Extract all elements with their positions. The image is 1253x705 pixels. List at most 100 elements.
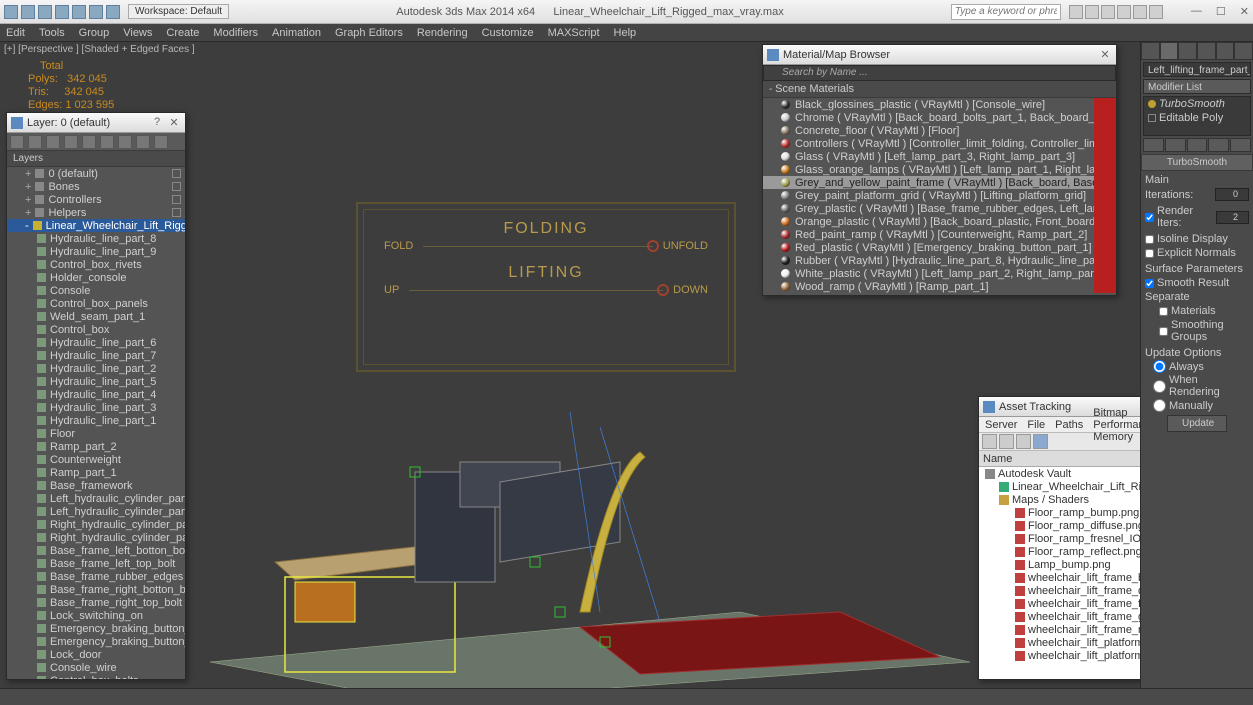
minimize-button[interactable]: — (1191, 5, 1202, 18)
menu-views[interactable]: Views (123, 27, 152, 39)
material-row[interactable]: Glass ( VRayMtl ) [Left_lamp_part_3, Rig… (763, 150, 1116, 163)
stack-item[interactable]: Editable Poly (1144, 111, 1250, 125)
stack-item[interactable]: TurboSmooth (1144, 97, 1250, 111)
help-search-input[interactable] (951, 4, 1061, 20)
material-row[interactable]: Black_glossines_plastic ( VRayMtl ) [Con… (763, 98, 1116, 111)
slider-handle[interactable] (657, 284, 669, 296)
layer-item[interactable]: Holder_console (7, 271, 185, 284)
modifier-stack[interactable]: TurboSmooth Editable Poly (1143, 96, 1251, 136)
modifier-list-dropdown[interactable]: Modifier List (1143, 79, 1251, 94)
title-icon[interactable] (1149, 5, 1163, 19)
material-row[interactable]: Orange_plastic ( VRayMtl ) [Back_board_p… (763, 215, 1116, 228)
asset-tool[interactable] (1016, 434, 1031, 449)
layer-item[interactable]: Base_frame_left_botton_bolt (7, 544, 185, 557)
material-row[interactable]: Grey_plastic ( VRayMtl ) [Base_frame_rub… (763, 202, 1116, 215)
layer-item[interactable]: Control_box_rivets (7, 258, 185, 271)
layer-tool[interactable] (154, 135, 168, 149)
layer-tool[interactable] (64, 135, 78, 149)
layer-item[interactable]: Base_frame_rubber_edges (7, 570, 185, 583)
material-list[interactable]: Black_glossines_plastic ( VRayMtl ) [Con… (763, 98, 1116, 293)
panel-close-button[interactable]: ✕ (167, 116, 181, 130)
iterations-spinner[interactable]: 0 (1215, 188, 1249, 201)
menu-animation[interactable]: Animation (272, 27, 321, 39)
layer-tool[interactable] (82, 135, 96, 149)
asset-menu-item[interactable]: File (1027, 419, 1045, 431)
panel-help-button[interactable]: ? (150, 116, 164, 130)
sep-materials-check[interactable]: Materials (1159, 305, 1249, 317)
layer-item[interactable]: Lock_door (7, 648, 185, 661)
layer-row[interactable]: +Helpers (7, 206, 185, 219)
nav-btn[interactable] (1230, 138, 1251, 152)
material-row[interactable]: White_plastic ( VRayMtl ) [Left_lamp_par… (763, 267, 1116, 280)
layer-tool[interactable] (118, 135, 132, 149)
qat-btn[interactable] (38, 5, 52, 19)
cmd-tab[interactable] (1178, 42, 1197, 60)
menu-customize[interactable]: Customize (482, 27, 534, 39)
layer-item[interactable]: Base_frame_left_top_bolt (7, 557, 185, 570)
update-button[interactable]: Update (1167, 415, 1227, 432)
layer-tool[interactable] (28, 135, 42, 149)
material-section-header[interactable]: - Scene Materials (763, 81, 1116, 98)
qat-btn[interactable] (4, 5, 18, 19)
layer-item[interactable]: Counterweight (7, 453, 185, 466)
layer-item[interactable]: Hydraulic_line_part_6 (7, 336, 185, 349)
layer-row-selected[interactable]: -Linear_Wheelchair_Lift_Rigged (7, 219, 185, 232)
qat-btn[interactable] (21, 5, 35, 19)
cmd-tab-modify[interactable] (1160, 42, 1179, 60)
asset-tool[interactable] (999, 434, 1014, 449)
isoline-check[interactable]: Isoline Display (1145, 233, 1249, 245)
rollout-header[interactable]: TurboSmooth (1141, 154, 1253, 171)
update-render-radio[interactable]: When Rendering (1153, 374, 1249, 398)
layer-row[interactable]: +Bones (7, 180, 185, 193)
layer-item[interactable]: Control_box (7, 323, 185, 336)
layer-item[interactable]: Left_hydraulic_cylinder_part_4 (7, 505, 185, 518)
material-row[interactable]: Glass_orange_lamps ( VRayMtl ) [Left_lam… (763, 163, 1116, 176)
nav-btn[interactable] (1143, 138, 1164, 152)
layer-item[interactable]: Hydraulic_line_part_1 (7, 414, 185, 427)
slider-handle[interactable] (647, 240, 659, 252)
material-row[interactable]: Controllers ( VRayMtl ) [Controller_limi… (763, 137, 1116, 150)
layer-item[interactable]: Left_hydraulic_cylinder_part_1 (7, 492, 185, 505)
layer-row[interactable]: +0 (default) (7, 167, 185, 180)
layer-item[interactable]: Hydraulic_line_part_3 (7, 401, 185, 414)
menu-rendering[interactable]: Rendering (417, 27, 468, 39)
layer-item[interactable]: Emergency_braking_button_part_1 (7, 635, 185, 648)
menu-create[interactable]: Create (166, 27, 199, 39)
cmd-tab[interactable] (1216, 42, 1235, 60)
layers-body[interactable]: Layers +0 (default)+Bones+Controllers+He… (7, 151, 185, 679)
layer-item[interactable]: Control_box_panels (7, 297, 185, 310)
nav-btn[interactable] (1208, 138, 1229, 152)
cmd-tab[interactable] (1234, 42, 1253, 60)
asset-tool[interactable] (982, 434, 997, 449)
cmd-tab[interactable] (1197, 42, 1216, 60)
qat-btn[interactable] (72, 5, 86, 19)
title-icon[interactable] (1117, 5, 1131, 19)
title-icon[interactable] (1133, 5, 1147, 19)
layer-item[interactable]: Right_hydraulic_cylinder_part_3 (7, 531, 185, 544)
layer-item[interactable]: Emergency_braking_button_part_2 (7, 622, 185, 635)
cmd-tab[interactable] (1141, 42, 1160, 60)
menu-tools[interactable]: Tools (39, 27, 65, 39)
layer-item[interactable]: Base_frame_right_botton_bolt (7, 583, 185, 596)
material-row[interactable]: Rubber ( VRayMtl ) [Hydraulic_line_part_… (763, 254, 1116, 267)
qat-btn[interactable] (55, 5, 69, 19)
material-row[interactable]: Grey_paint_platform_grid ( VRayMtl ) [Li… (763, 189, 1116, 202)
layer-item[interactable]: Ramp_part_2 (7, 440, 185, 453)
close-button[interactable]: ✕ (1240, 5, 1249, 18)
layer-item[interactable]: Base_frame_right_top_bolt (7, 596, 185, 609)
material-row[interactable]: Red_paint_ramp ( VRayMtl ) [Counterweigh… (763, 228, 1116, 241)
layer-item[interactable]: Hydraulic_line_part_9 (7, 245, 185, 258)
object-name-field[interactable]: Left_lifting_frame_part_1 (1143, 62, 1251, 77)
menu-group[interactable]: Group (79, 27, 110, 39)
layer-item[interactable]: Weld_seam_part_1 (7, 310, 185, 323)
layer-item[interactable]: Right_hydraulic_cylinder_part_1 (7, 518, 185, 531)
layer-tool[interactable] (46, 135, 60, 149)
update-always-radio[interactable]: Always (1153, 360, 1249, 373)
material-row[interactable]: Grey_and_yellow_paint_frame ( VRayMtl ) … (763, 176, 1116, 189)
smooth-result-check[interactable]: Smooth Result (1145, 277, 1249, 289)
menu-maxscript[interactable]: MAXScript (548, 27, 600, 39)
layer-tool[interactable] (136, 135, 150, 149)
menu-help[interactable]: Help (614, 27, 637, 39)
maximize-button[interactable]: ☐ (1216, 5, 1226, 18)
qat-btn[interactable] (106, 5, 120, 19)
